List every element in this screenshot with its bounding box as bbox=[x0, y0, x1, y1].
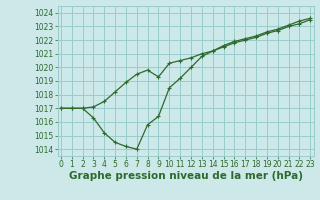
X-axis label: Graphe pression niveau de la mer (hPa): Graphe pression niveau de la mer (hPa) bbox=[68, 171, 303, 181]
